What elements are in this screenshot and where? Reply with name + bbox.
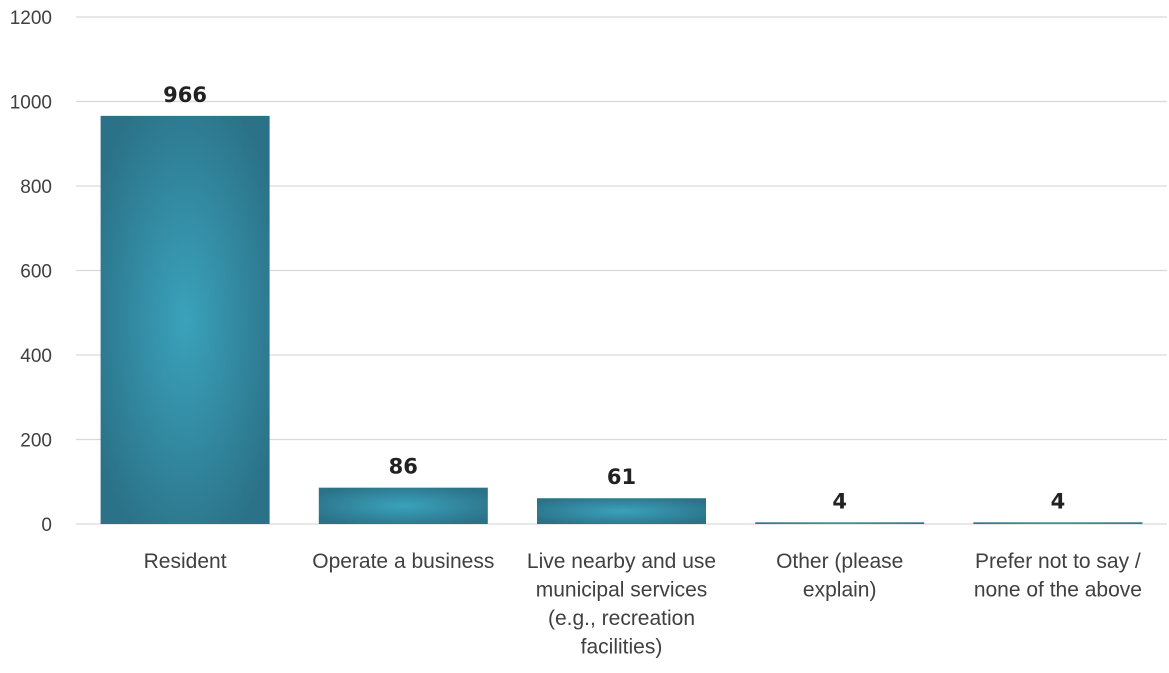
- bar: [100, 115, 270, 525]
- x-category-label: Operate a business: [312, 550, 494, 573]
- data-label: 61: [607, 465, 636, 489]
- y-tick-label: 800: [20, 177, 52, 198]
- y-tick-label: 1000: [10, 93, 52, 114]
- data-label: 86: [389, 455, 418, 479]
- x-category-label: Other (please explain): [776, 550, 903, 602]
- x-category-label: Resident: [144, 550, 227, 573]
- data-label: 4: [1051, 489, 1066, 513]
- y-tick-label: 400: [20, 346, 52, 367]
- y-tick-label: 0: [41, 515, 52, 536]
- y-tick-label: 600: [20, 262, 52, 283]
- bars: [100, 115, 1143, 525]
- data-label: 4: [832, 489, 847, 513]
- y-axis-tick-labels: 0 200 400 600 800 1000 1200: [10, 8, 52, 536]
- x-category-label: Live nearby and use municipal services (e.…: [527, 550, 716, 659]
- bar: [755, 522, 925, 524]
- bar: [537, 498, 706, 524]
- data-label: 966: [163, 83, 207, 107]
- x-axis-category-labels: Resident Operate a business Live nearby an…: [144, 550, 1142, 659]
- bar: [973, 522, 1143, 524]
- data-labels: 966 86 61 4 4: [163, 83, 1065, 513]
- y-tick-label: 1200: [10, 8, 52, 29]
- y-tick-label: 200: [20, 431, 52, 452]
- x-category-label: Prefer not to say / none of the above: [974, 550, 1142, 602]
- bar: [318, 487, 488, 524]
